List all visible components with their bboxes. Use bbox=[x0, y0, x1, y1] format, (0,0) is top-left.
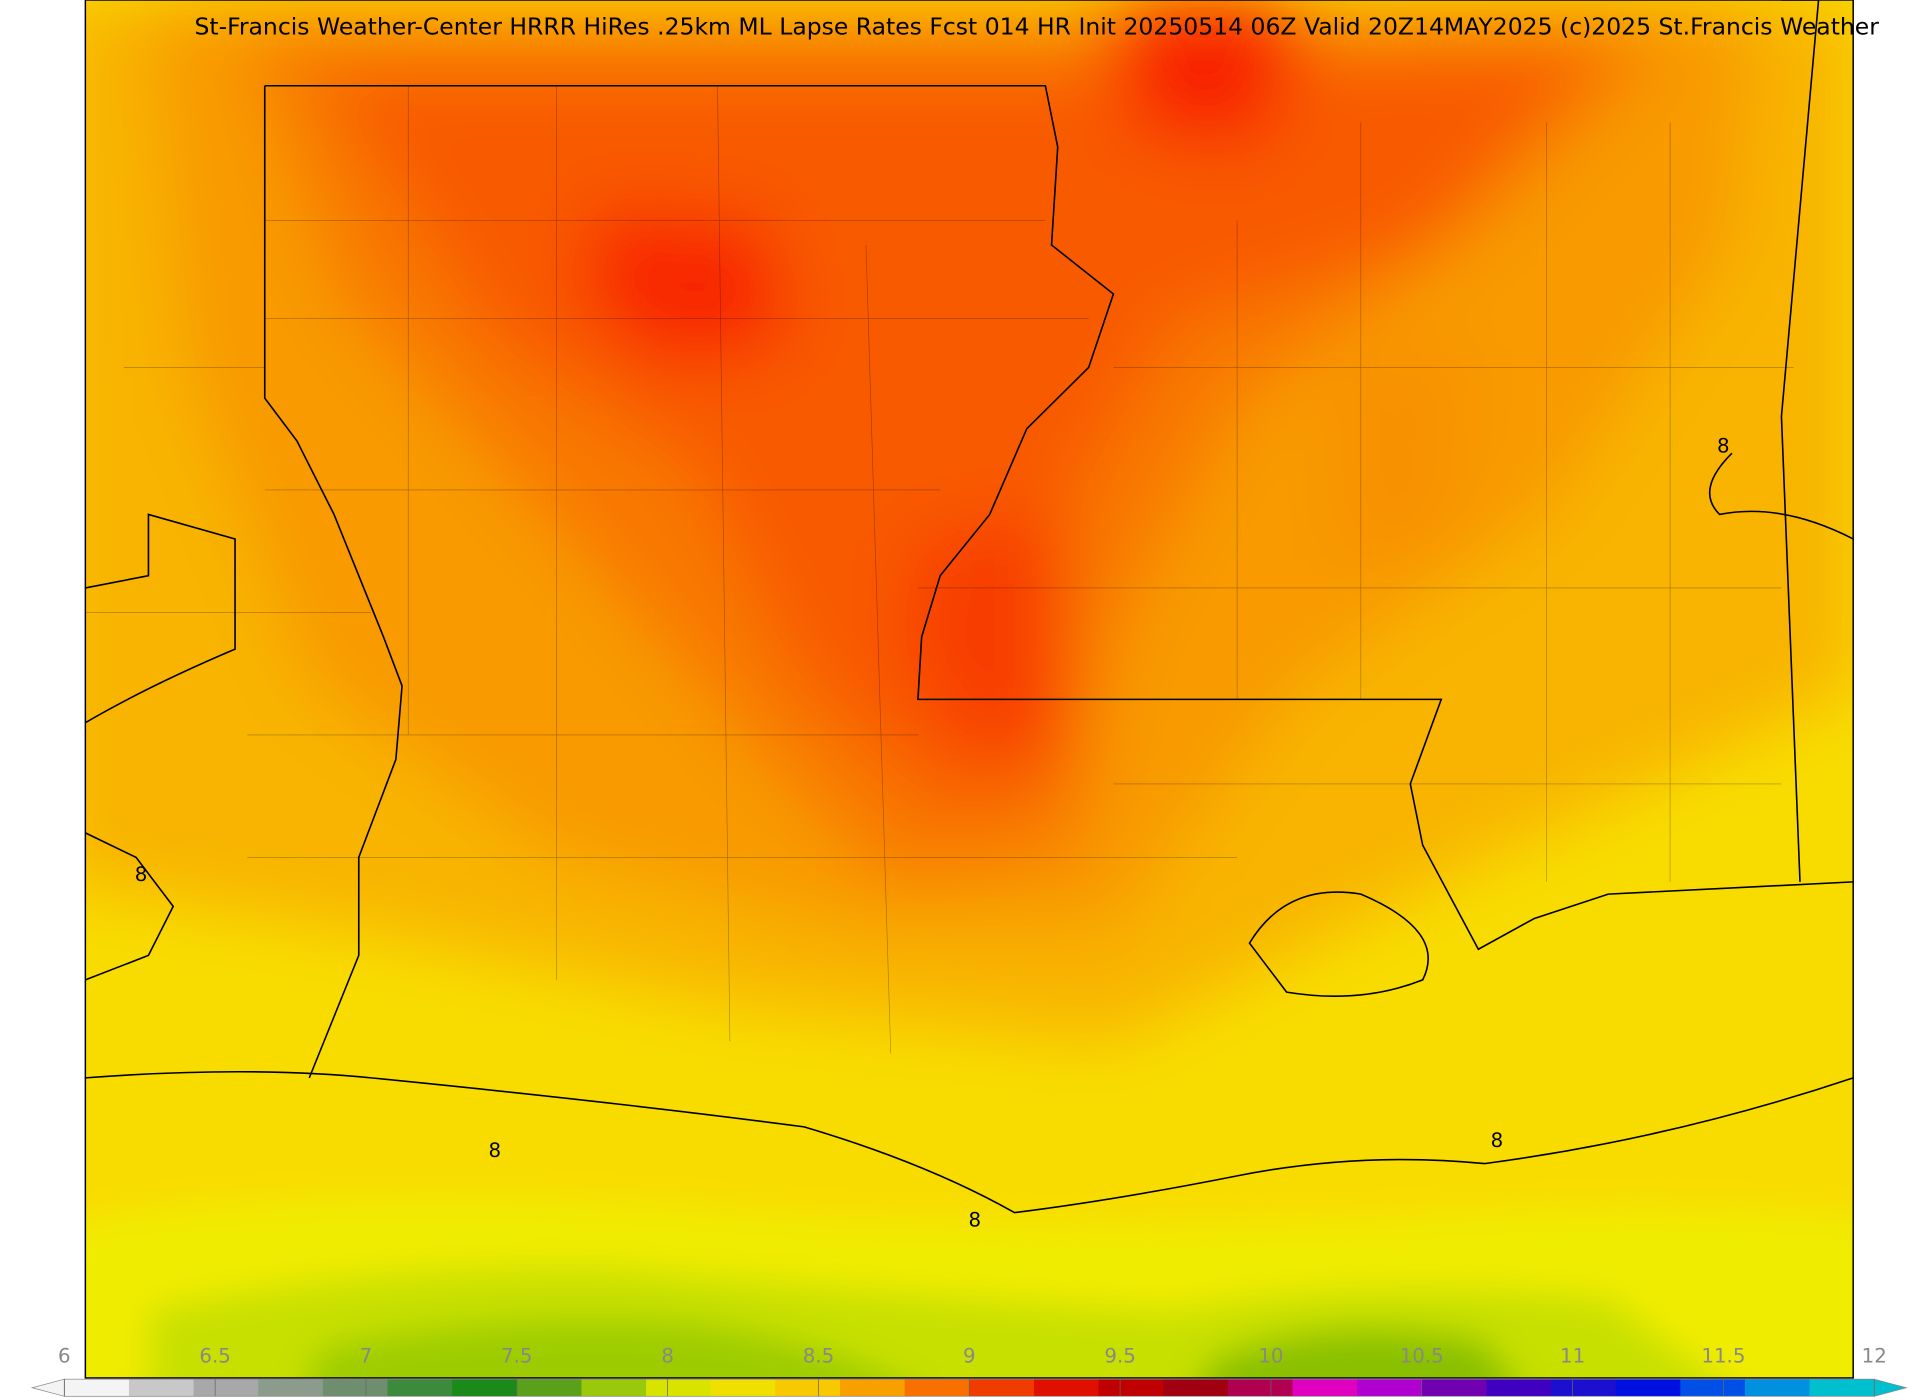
colorbar-swatch bbox=[516, 1379, 583, 1397]
contour-label: 8 bbox=[1491, 1129, 1504, 1152]
colorbar-swatch bbox=[128, 1379, 195, 1397]
colorbar-swatch bbox=[387, 1379, 453, 1397]
colorbar-swatch bbox=[1615, 1379, 1681, 1397]
colorbar-swatch bbox=[452, 1379, 518, 1397]
colorbar-tick-label: 12 bbox=[1862, 1345, 1887, 1368]
lapse-rate-field bbox=[85, 0, 1854, 1378]
colorbar-swatch bbox=[258, 1379, 324, 1397]
colorbar-swatch bbox=[1163, 1379, 1229, 1397]
colorbar-high-arrow bbox=[1873, 1378, 1908, 1397]
colorbar-tick-label: 10.5 bbox=[1400, 1345, 1444, 1368]
colorbar-swatch bbox=[1033, 1379, 1100, 1397]
colorbar-tick-label: 8 bbox=[661, 1345, 674, 1368]
colorbar-swatch bbox=[775, 1379, 841, 1397]
colorbar-tick-label: 8.5 bbox=[803, 1345, 834, 1368]
colorbar-swatch bbox=[64, 1379, 130, 1397]
colorbar-swatch bbox=[322, 1379, 389, 1397]
colorbar-tick-label: 6.5 bbox=[199, 1345, 230, 1368]
colorbar-swatch bbox=[1809, 1379, 1875, 1397]
colorbar-swatch bbox=[581, 1379, 647, 1397]
colorbar-tick-label: 11.5 bbox=[1701, 1345, 1745, 1368]
colorbar-swatch bbox=[1227, 1379, 1294, 1397]
colorbar-swatch bbox=[1357, 1379, 1423, 1397]
colorbar-tick-label: 9.5 bbox=[1104, 1345, 1135, 1368]
map-frame bbox=[84, 0, 1854, 1379]
colorbar-low-arrow bbox=[30, 1378, 65, 1397]
contour-label: 8 bbox=[969, 1209, 982, 1232]
colorbar-swatch bbox=[840, 1379, 906, 1397]
colorbar-swatch bbox=[193, 1379, 259, 1397]
colorbar-swatch bbox=[1486, 1379, 1552, 1397]
county-lines bbox=[85, 85, 1794, 1054]
colorbar-tick-label: 10 bbox=[1258, 1345, 1283, 1368]
boundaries bbox=[85, 0, 1854, 1214]
colorbar-swatch bbox=[1680, 1379, 1746, 1397]
map-title: St-Francis Weather-Center HRRR HiRes .25… bbox=[194, 12, 1879, 40]
contour-label: 8 bbox=[135, 863, 148, 886]
colorbar-swatch bbox=[1744, 1379, 1811, 1397]
colorbar-swatch bbox=[1098, 1379, 1164, 1397]
colorbar: 6 6.5 7 7.5 8 8.5 9 9.5 10 10.5 11 11.5 12 bbox=[30, 1345, 1908, 1397]
colorbar-swatch bbox=[1292, 1379, 1358, 1397]
colorbar-tick-label: 11 bbox=[1560, 1345, 1585, 1368]
colorbar-swatch bbox=[646, 1379, 712, 1397]
colorbar-swatch bbox=[904, 1379, 970, 1397]
colorbar-tick-label: 7 bbox=[360, 1345, 373, 1368]
contour-label: 8 bbox=[1717, 435, 1730, 458]
contour-label: 8 bbox=[489, 1139, 502, 1162]
colorbar-swatch bbox=[710, 1379, 776, 1397]
colorbar-swatch bbox=[969, 1379, 1035, 1397]
colorbar-tick-label: 9 bbox=[963, 1345, 976, 1368]
colorbar-tick-label: 7.5 bbox=[501, 1345, 532, 1368]
colorbar-swatch bbox=[1551, 1379, 1617, 1397]
colorbar-swatch bbox=[1421, 1379, 1488, 1397]
colorbar-tick-label: 6 bbox=[58, 1345, 71, 1368]
